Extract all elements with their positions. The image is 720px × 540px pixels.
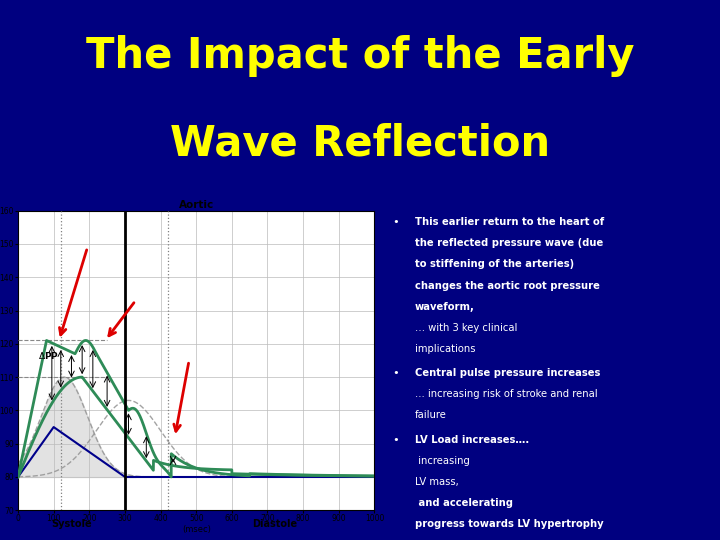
Text: implications: implications [415,344,475,354]
Text: … with 3 key clinical: … with 3 key clinical [415,323,517,333]
Text: •: • [392,217,398,227]
Text: progress towards LV hypertrophy: progress towards LV hypertrophy [415,519,603,529]
Text: changes the aortic root pressure: changes the aortic root pressure [415,281,600,291]
Text: •: • [392,435,398,444]
Text: the reflected pressure wave (due: the reflected pressure wave (due [415,238,603,248]
Text: failure: failure [415,410,446,420]
Text: LV mass,: LV mass, [415,477,459,487]
Text: Wave Reflection: Wave Reflection [170,123,550,165]
Text: to stiffening of the arteries): to stiffening of the arteries) [415,259,574,269]
Text: Central pulse pressure increases: Central pulse pressure increases [415,368,600,378]
X-axis label: (msec): (msec) [181,525,211,534]
Text: Systole: Systole [51,518,91,529]
Text: The Impact of the Early: The Impact of the Early [86,35,634,77]
Text: This earlier return to the heart of: This earlier return to the heart of [415,217,604,227]
Text: •: • [392,368,398,378]
Text: waveform,: waveform, [415,302,474,312]
Text: Diastole: Diastole [252,518,297,529]
Title: Aortic: Aortic [179,200,214,210]
Text: and accelerating: and accelerating [415,498,513,508]
Text: increasing: increasing [415,456,469,465]
Text: ... increasing risk of stroke and renal: ... increasing risk of stroke and renal [415,389,598,399]
Text: LV Load increases….: LV Load increases…. [415,435,529,444]
Text: $\Delta$PP: $\Delta$PP [37,350,58,361]
